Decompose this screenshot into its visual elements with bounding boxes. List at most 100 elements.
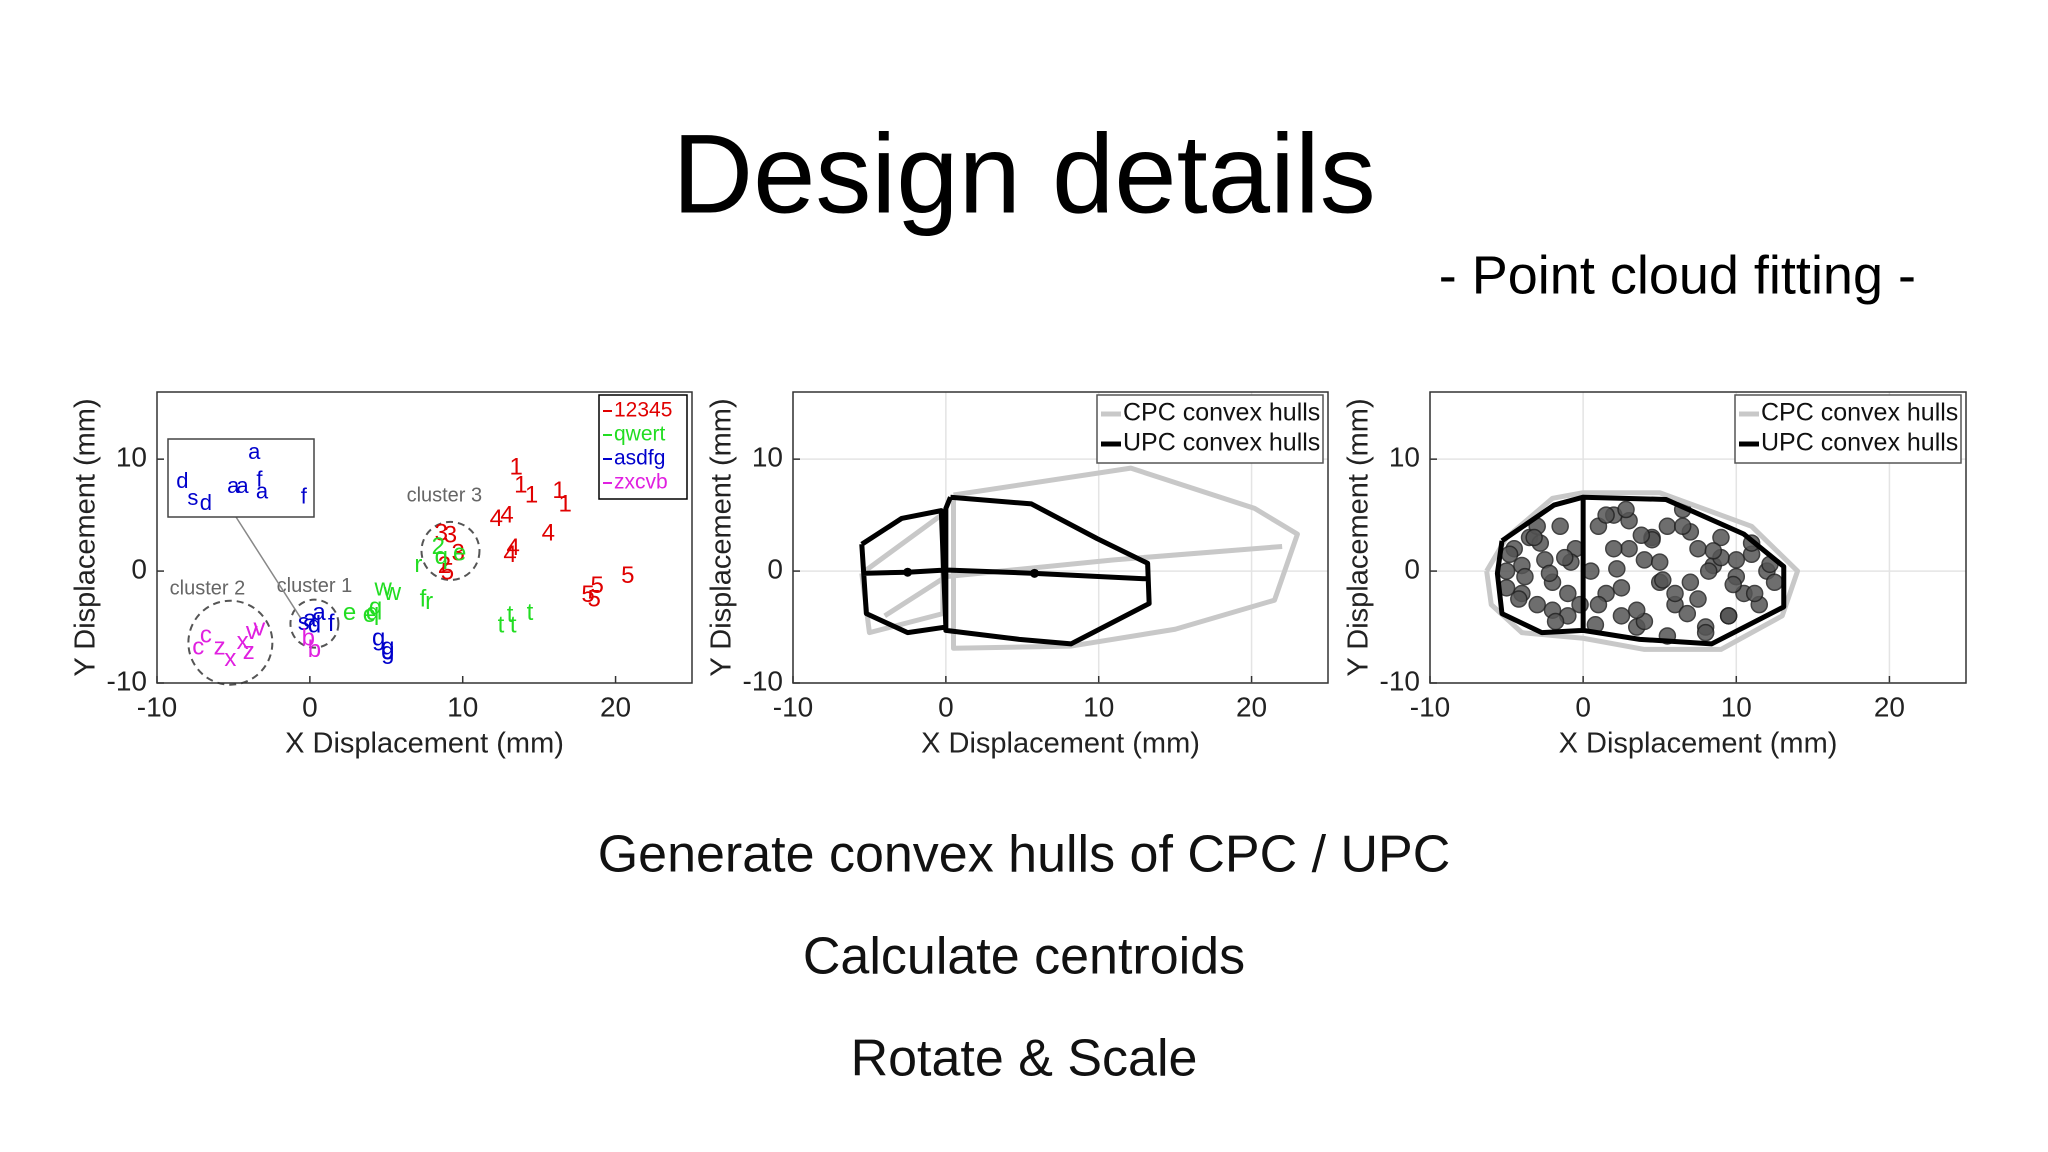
- x-tick-label: -10: [773, 691, 813, 722]
- plot-content: [859, 465, 1300, 651]
- cloud-point: [1689, 539, 1707, 558]
- x-axis-label: X Displacement (mm): [921, 728, 1200, 760]
- hull-line: [1484, 490, 1801, 652]
- legend-label: asdfg: [614, 447, 665, 470]
- point-label: q: [369, 593, 382, 620]
- legend-box: [1096, 394, 1324, 464]
- point-label: 5: [581, 581, 594, 608]
- cloud-point: [1704, 542, 1723, 560]
- point-label: 5: [587, 586, 600, 613]
- point-label: s: [298, 609, 310, 636]
- legend-label: CPC convex hulls: [1123, 399, 1320, 427]
- x-tick-label: 0: [302, 691, 318, 722]
- cloud-point: [1528, 595, 1546, 614]
- y-axis-label: Y Displacement (mm): [706, 398, 738, 676]
- point-label: e: [363, 601, 376, 628]
- point-label: 4: [490, 505, 503, 532]
- x-axis-label: X Displacement (mm): [285, 728, 564, 760]
- point-label: 5: [591, 572, 604, 599]
- point-label: t: [527, 599, 534, 626]
- y-tick-label: 0: [1404, 553, 1420, 584]
- point-label: v: [253, 615, 265, 642]
- point-label: 3: [444, 522, 457, 549]
- point-label: g: [381, 634, 394, 661]
- cloud-point: [1608, 560, 1626, 578]
- x-tick-label: 20: [600, 691, 631, 722]
- point-label: c: [192, 634, 204, 661]
- inset-label: a: [248, 439, 261, 464]
- cluster-outline: [420, 520, 481, 581]
- point-label: 3: [451, 540, 464, 567]
- point-label: 4: [500, 502, 513, 529]
- hull-line: [1494, 494, 1787, 647]
- point-label: 1: [510, 453, 523, 480]
- x-tick-label: 10: [1721, 691, 1752, 722]
- cloud-point: [1666, 584, 1684, 603]
- inset-label: a: [227, 473, 240, 498]
- y-axis-label: Y Displacement (mm): [70, 398, 102, 676]
- cluster-outline: [289, 598, 340, 649]
- bullet: Calculate centroids: [803, 928, 1245, 986]
- point-label: f: [420, 586, 427, 613]
- point-label: 5: [621, 562, 634, 589]
- cluster-label: cluster 1: [277, 575, 353, 597]
- bullet: Generate convex hulls of CPC / UPC: [598, 826, 1451, 884]
- inset-label: f: [301, 484, 308, 509]
- point-label: q: [435, 543, 448, 570]
- cloud-point: [1551, 517, 1569, 536]
- cloud-point: [1635, 551, 1654, 569]
- x-axis-label: X Displacement (mm): [1559, 728, 1838, 760]
- cloud-point: [1589, 595, 1608, 614]
- cloud-point: [1540, 564, 1559, 583]
- legend-box: [1734, 394, 1962, 464]
- inset-label: s: [187, 485, 198, 510]
- inset-box: [167, 438, 315, 518]
- x-tick-label: 10: [447, 691, 478, 722]
- inset-label: d: [200, 490, 212, 515]
- point-label: v: [246, 618, 258, 645]
- axes-box: [1429, 391, 1967, 684]
- point-label: f: [328, 610, 335, 637]
- cloud-point: [1500, 545, 1519, 564]
- cloud-point: [1745, 584, 1764, 603]
- y-tick-label: 0: [131, 553, 147, 584]
- inset-label: d: [176, 468, 188, 493]
- cloud-point: [1620, 539, 1638, 558]
- legend-box: [598, 394, 688, 500]
- point-label: 5: [441, 559, 454, 586]
- cloud-point: [1765, 573, 1784, 592]
- cloud-point: [1525, 528, 1543, 547]
- cloud-point: [1681, 573, 1700, 592]
- slide-subtitle: - Point cloud fitting -: [1439, 245, 1916, 305]
- y-tick-label: 10: [1389, 442, 1420, 473]
- y-tick-label: -10: [743, 665, 783, 696]
- cloud-point: [1556, 548, 1574, 567]
- point-label: z: [243, 638, 255, 665]
- point-label: 1: [514, 471, 527, 498]
- chart: -10 0 10 20 -10 0 10 X Displacement (mm) Y Displ…: [1343, 391, 1967, 760]
- cloud-point: [1654, 571, 1672, 589]
- x-tick-label: 0: [1575, 691, 1591, 722]
- point-label: e: [343, 599, 356, 626]
- point-label: 1: [525, 481, 538, 508]
- cloud-point: [1658, 517, 1677, 536]
- cloud-point: [1546, 612, 1565, 631]
- point-label: 4: [503, 541, 516, 568]
- point-label: a: [312, 599, 326, 626]
- point-label: r: [414, 551, 422, 578]
- cloud-point: [1650, 553, 1669, 571]
- cloud-point: [1696, 623, 1715, 642]
- inset-label: a: [236, 473, 249, 498]
- hull-line: [859, 494, 1152, 647]
- point-label: 4: [506, 534, 519, 561]
- cloud-point: [1712, 528, 1730, 547]
- point-label: t: [498, 611, 505, 638]
- y-tick-label: -10: [107, 665, 147, 696]
- plot-content: [1484, 490, 1801, 652]
- point-label: w: [383, 579, 402, 606]
- point-label: c: [200, 621, 212, 648]
- x-tick-label: 10: [1083, 691, 1114, 722]
- slide-title: Design details: [672, 112, 1376, 237]
- centroid: [903, 567, 913, 577]
- axes-box: [156, 391, 693, 684]
